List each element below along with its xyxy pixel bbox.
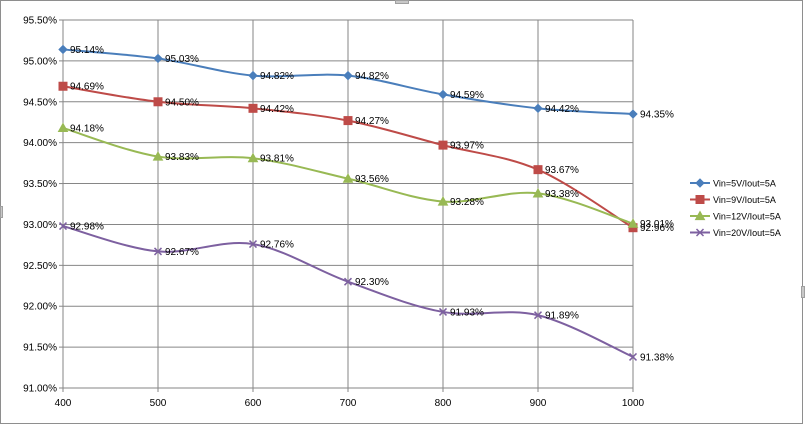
resize-handle-left[interactable] <box>0 206 3 218</box>
data-point <box>532 187 544 198</box>
legend-entry: Vin=9V/Iout=5A <box>713 195 776 205</box>
data-label: 94.50% <box>165 97 199 108</box>
data-point <box>628 109 638 119</box>
y-tick-label: 92.00% <box>23 302 57 313</box>
data-label: 93.01% <box>640 219 674 230</box>
data-point <box>438 307 448 316</box>
data-label: 91.93% <box>450 307 484 318</box>
data-point <box>438 140 448 150</box>
y-tick-label: 94.00% <box>23 138 57 149</box>
data-point <box>58 81 68 91</box>
data-label: 93.56% <box>355 174 389 185</box>
data-label: 93.28% <box>450 197 484 208</box>
data-label: 94.35% <box>640 110 674 121</box>
data-label: 92.67% <box>165 247 199 258</box>
data-point <box>533 311 543 320</box>
data-point <box>342 173 354 183</box>
y-tick-label: 91.00% <box>23 384 57 395</box>
data-point <box>628 352 638 361</box>
y-tick-label: 92.50% <box>23 261 57 272</box>
data-label: 93.38% <box>545 189 579 200</box>
y-tick-label: 91.50% <box>23 343 57 354</box>
x-tick-label: 800 <box>435 398 452 409</box>
data-label: 94.42% <box>260 104 294 115</box>
legend-marker <box>695 178 705 188</box>
data-point <box>438 89 448 100</box>
data-label: 93.83% <box>165 152 199 163</box>
data-label: 91.38% <box>640 352 674 363</box>
data-point <box>153 53 163 64</box>
data-label: 94.82% <box>355 71 389 82</box>
data-point <box>248 70 258 81</box>
data-label: 93.81% <box>260 154 294 165</box>
data-label: 94.18% <box>70 123 104 134</box>
y-tick-label: 95.00% <box>23 56 57 67</box>
data-label: 94.82% <box>260 71 294 82</box>
axes: 91.00% 91.50% 92.00% 92.50% 93.00% 93.50% 94.0… <box>23 16 644 410</box>
data-point <box>248 103 258 113</box>
data-point <box>437 196 449 206</box>
legend-marker <box>695 195 705 204</box>
data-point <box>533 103 543 114</box>
data-label: 94.59% <box>450 90 484 101</box>
legend-marker <box>694 210 706 221</box>
x-tick-label: 900 <box>530 398 547 409</box>
data-label: 91.89% <box>545 311 579 322</box>
data-label: 93.67% <box>545 165 579 176</box>
data-label: 94.27% <box>355 116 389 127</box>
data-label: 92.30% <box>355 277 389 288</box>
data-label: 92.98% <box>70 222 104 233</box>
data-label: 94.69% <box>70 82 104 93</box>
data-point <box>57 122 69 133</box>
x-tick-label: 700 <box>340 398 357 409</box>
y-tick-label: 93.50% <box>23 179 57 190</box>
x-tick-label: 500 <box>150 398 167 409</box>
data-point <box>343 70 353 81</box>
legend-entry: Vin=12V/Iout=5A <box>713 212 781 222</box>
data-point <box>153 247 163 256</box>
data-point <box>153 97 163 107</box>
x-tick-label: 400 <box>55 398 72 409</box>
data-point <box>58 44 68 55</box>
y-tick-label: 94.50% <box>23 97 57 108</box>
data-point <box>533 165 543 175</box>
legend-entry: Vin=20V/Iout=5A <box>713 228 781 238</box>
data-label: 94.42% <box>545 104 579 115</box>
data-point <box>343 116 353 126</box>
legend-marker <box>695 228 705 237</box>
data-label: 93.97% <box>450 141 484 152</box>
y-tick-label: 95.50% <box>23 16 57 27</box>
legend-entry: Vin=5V/Iout=5A <box>713 179 776 189</box>
x-tick-label: 600 <box>245 398 262 409</box>
data-point <box>627 218 639 228</box>
data-labels: 95.14% 95.03% 94.82% 94.82% 94.59% 94.42% 94.3… <box>70 45 674 363</box>
data-label: 92.76% <box>260 240 294 251</box>
legend: Vin=5V/Iout=5A Vin=9V/Iout=5A Vin=12V/Iout… <box>690 178 781 238</box>
data-label: 95.14% <box>70 45 104 56</box>
data-label: 92.96% <box>640 223 674 234</box>
y-tick-label: 93.00% <box>23 220 57 231</box>
data-point <box>343 277 353 286</box>
data-point <box>58 222 68 231</box>
series-markers <box>57 44 639 361</box>
resize-handle-top[interactable] <box>395 0 409 4</box>
data-label: 95.03% <box>165 54 199 65</box>
data-point <box>248 240 258 249</box>
data-point <box>247 152 259 163</box>
x-tick-label: 1000 <box>622 398 645 409</box>
data-point <box>152 151 164 161</box>
